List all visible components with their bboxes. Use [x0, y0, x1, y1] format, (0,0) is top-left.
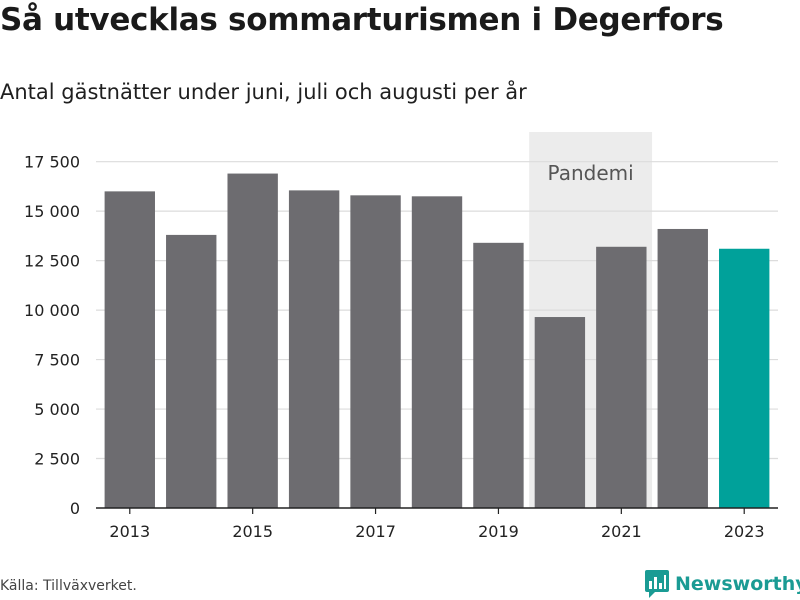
y-tick-label: 10 000	[24, 301, 80, 320]
y-tick-label: 7 500	[34, 351, 80, 370]
x-tick-label: 2015	[232, 522, 273, 541]
bar-2021	[596, 246, 647, 509]
bar-2013	[104, 191, 155, 509]
newsworthy-logo-icon	[645, 570, 669, 598]
x-tick-label: 2021	[601, 522, 642, 541]
chart-subtitle: Antal gästnätter under juni, juli och au…	[0, 80, 527, 104]
bar-2018	[411, 196, 463, 508]
bar-2019	[473, 242, 524, 509]
brand-name: Newsworthy	[675, 573, 800, 595]
bar-2023	[719, 248, 770, 509]
bar-2020	[534, 317, 586, 508]
bar-2017	[350, 195, 401, 509]
pandemic-label: Pandemi	[548, 161, 634, 185]
y-tick-label: 5 000	[34, 400, 80, 419]
source-note: Källa: Tillväxverket.	[0, 578, 137, 594]
bar-2014	[166, 234, 217, 508]
y-tick-label: 17 500	[24, 153, 80, 172]
y-tick-label: 2 500	[34, 450, 80, 469]
y-tick-label: 0	[70, 499, 80, 518]
bar-2016	[288, 190, 340, 508]
x-tick-label: 2017	[355, 522, 396, 541]
x-tick-label: 2023	[724, 522, 765, 541]
bar-chart: Pandemi 0 2 500 5 000 7 500 10 000 12 500 15 0…	[24, 132, 778, 541]
x-tick-label: 2013	[109, 522, 150, 541]
bar-2022	[657, 228, 708, 508]
x-tick-label: 2019	[478, 522, 519, 541]
bar-2015	[227, 173, 278, 508]
chart-title: Så utvecklas sommarturismen i Degerfors	[0, 2, 724, 38]
y-tick-label: 15 000	[24, 202, 80, 221]
y-tick-label: 12 500	[24, 252, 80, 271]
newsworthy-logo: Newsworthy	[645, 570, 800, 598]
